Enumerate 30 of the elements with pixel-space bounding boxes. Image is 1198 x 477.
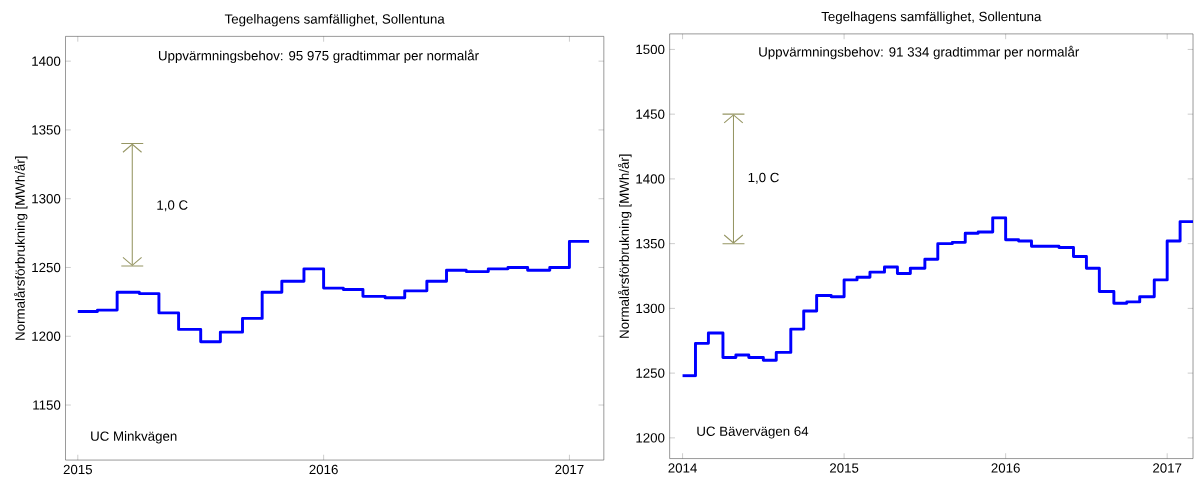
x-tick-label: 2015 <box>63 465 93 475</box>
y-axis-title: Normalårsförbrukning [MWh/år] <box>618 154 632 339</box>
x-tick-label: 2015 <box>829 463 859 473</box>
annotation: UC Minkvägen <box>91 431 177 444</box>
y-tick-label: 1350 <box>636 239 665 249</box>
y-tick-label: 1400 <box>32 56 61 67</box>
x-tick-label: 2017 <box>555 465 584 475</box>
x-tick-label: 2014 <box>668 463 697 473</box>
y-tick-label: 1300 <box>636 303 665 314</box>
y-tick-label: 1500 <box>636 44 665 55</box>
y-tick-label: 1450 <box>636 109 665 120</box>
text: Uppvärmningsbehov: 95 975 gradtimmar per normalår <box>158 49 479 64</box>
y-tick-label: 1400 <box>636 174 665 184</box>
y-tick-label: 1150 <box>33 400 61 410</box>
y-tick-label: 1250 <box>32 263 61 273</box>
chart-title: Tegelhagens samfällighet, Sollentuna <box>224 14 445 27</box>
annotation: 1,0 C <box>748 173 779 185</box>
text: Uppvärmningsbehov: 91 334 gradtimmar per normalår <box>759 46 1080 60</box>
annotation: UC Bävervägen 64 <box>697 426 809 439</box>
y-tick-label: 1300 <box>32 194 61 204</box>
y-axis-title: Normalårsförbrukning [MWh/år] <box>13 156 28 341</box>
y-tick-label: 1350 <box>32 125 61 135</box>
y-tick-label: 1200 <box>636 433 665 443</box>
chart-title: Tegelhagens samfällighet, Sollentuna <box>821 11 1042 25</box>
x-tick-label: 2017 <box>1153 463 1182 473</box>
x-tick-label: 2016 <box>309 465 338 475</box>
y-tick-label: 1250 <box>636 368 665 379</box>
annotation: 1,0 C <box>157 200 188 212</box>
y-tick-label: 1200 <box>32 331 61 342</box>
x-tick-label: 2016 <box>991 463 1020 473</box>
